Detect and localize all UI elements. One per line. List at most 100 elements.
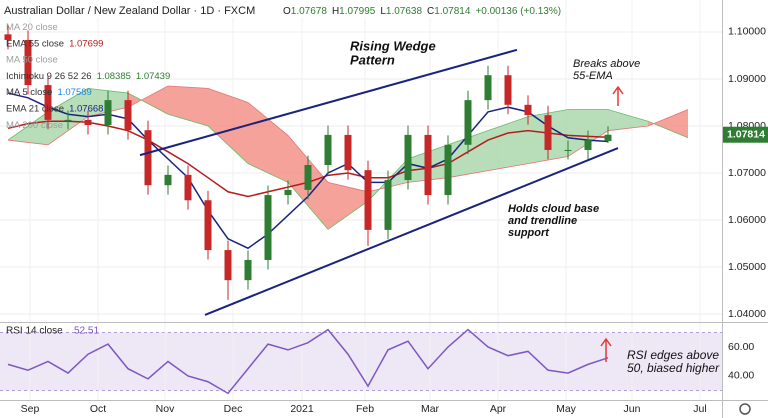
price-badge-label: 1.07814 xyxy=(727,129,765,141)
cloud-edge xyxy=(7,85,689,193)
annotation: support xyxy=(508,227,550,239)
x-tick-label: Apr xyxy=(490,403,507,415)
cloud-segment xyxy=(648,109,688,138)
annotation: Breaks above xyxy=(573,58,640,70)
ohlc-label: O xyxy=(283,6,291,17)
legend-value: 1.07668 xyxy=(69,103,103,114)
y-tick-label: 1.10000 xyxy=(728,26,766,38)
legend-value: 1.07439 xyxy=(136,70,170,81)
candle-body xyxy=(404,134,412,181)
x-tick-label: Feb xyxy=(356,403,374,415)
annotation: RSI edges above xyxy=(627,348,719,362)
ohlc-value: 1.07638 xyxy=(386,6,423,17)
candle-body xyxy=(224,250,232,281)
legend-value: 1.07589 xyxy=(57,87,91,98)
cloud-segment xyxy=(8,111,48,145)
legend-value: 1.08385 xyxy=(97,70,131,81)
candle-body xyxy=(564,149,572,151)
y-tick-label: 1.07000 xyxy=(728,167,766,179)
ohlc-label: L xyxy=(380,6,386,17)
x-tick-label: Mar xyxy=(421,403,440,415)
candle-body xyxy=(24,39,32,86)
legend-entry: MA 50 close xyxy=(6,54,58,65)
price-badge xyxy=(723,126,768,143)
annotation: Rising Wedge xyxy=(350,38,436,53)
candle-body xyxy=(164,174,172,186)
settings-icon[interactable] xyxy=(739,403,751,415)
candle-body xyxy=(484,75,492,101)
y-tick-label: 1.05000 xyxy=(728,261,766,273)
legend-entry: Ichimoku 9 26 52 26 1.08385 1.07439 xyxy=(6,70,170,81)
ohlc-value: 1.07678 xyxy=(291,6,328,17)
candle-body xyxy=(584,140,592,150)
x-tick-label: Sep xyxy=(21,403,40,415)
y-tick-label: 1.09000 xyxy=(728,73,766,85)
series-line xyxy=(7,328,609,395)
candle-body xyxy=(124,100,132,131)
trendline xyxy=(139,48,518,157)
rsi-band xyxy=(0,332,722,391)
legend-entry: EMA 55 close 1.07699 xyxy=(6,38,103,49)
x-tick-label: Nov xyxy=(156,403,175,415)
annotation: and trendline xyxy=(508,215,577,227)
legend-entry: MA 20 close xyxy=(6,22,58,33)
legend-name: MA 5 close xyxy=(6,87,52,98)
y-tick-label: 1.08000 xyxy=(728,120,766,132)
x-tick-label: Jul xyxy=(693,403,706,415)
y-tick-label: 60.00 xyxy=(728,341,754,353)
cloud-segment xyxy=(488,116,528,171)
cloud-segment xyxy=(128,86,168,115)
legend-name: EMA 21 close xyxy=(6,103,64,114)
candle-body xyxy=(44,85,52,120)
candle-body xyxy=(184,174,192,201)
candle-body xyxy=(84,119,92,126)
candle-body xyxy=(4,34,12,40)
ohlc-value: 1.07814 xyxy=(434,6,471,17)
candle-body xyxy=(424,134,432,196)
candle-body xyxy=(444,144,452,196)
candle-body xyxy=(204,200,212,251)
cloud-segment xyxy=(208,88,248,164)
rsi-title: RSI 14 close xyxy=(6,326,63,337)
annotation: Holds cloud base xyxy=(508,203,599,215)
ohlc-label: C xyxy=(427,6,434,17)
legend-name: MA 200 close xyxy=(6,119,63,130)
candle-body xyxy=(464,100,472,145)
legend-name: Ichimoku 9 26 52 26 xyxy=(6,70,92,81)
legend-name: MA 50 close xyxy=(6,54,58,65)
y-tick-label: 1.04000 xyxy=(728,308,766,320)
x-tick-label: May xyxy=(556,403,577,415)
candle-body xyxy=(304,164,312,190)
candle-body xyxy=(524,104,532,116)
x-tick-label: 2021 xyxy=(290,403,314,415)
arrow xyxy=(600,337,612,362)
cloud-segment xyxy=(328,182,368,230)
y-tick-label: 1.06000 xyxy=(728,214,766,226)
x-tick-label: Dec xyxy=(224,403,243,415)
candle-body xyxy=(264,195,272,260)
header-change: +0.00136 (+0.13%) xyxy=(475,6,561,17)
ohlc-label: H xyxy=(332,6,339,17)
legend-entry: MA 200 close xyxy=(6,119,63,130)
y-tick-label: 40.00 xyxy=(728,370,754,382)
candle-body xyxy=(384,180,392,230)
trendline xyxy=(204,147,619,316)
candle-body xyxy=(324,134,332,165)
header-ohlc: O1.07678 H1.07995 L1.07638 C1.07814 +0.00136… xyxy=(283,6,561,17)
rsi-value: 52.51 xyxy=(74,326,99,337)
header-symbol: Australian Dollar / New Zealand Dollar ·… xyxy=(4,5,255,17)
candle-body xyxy=(144,130,152,186)
arrow xyxy=(612,85,624,106)
x-tick-label: Jun xyxy=(624,403,641,415)
legend-entry: EMA 21 close 1.07668 xyxy=(6,103,103,114)
cloud-segment xyxy=(168,86,208,126)
candle-body xyxy=(364,170,372,230)
legend-value: 1.07699 xyxy=(69,38,103,49)
ohlc-value: 1.07995 xyxy=(339,6,376,17)
candle-body xyxy=(604,134,612,142)
x-tick-label: Oct xyxy=(90,403,106,415)
candle-body xyxy=(64,119,72,121)
